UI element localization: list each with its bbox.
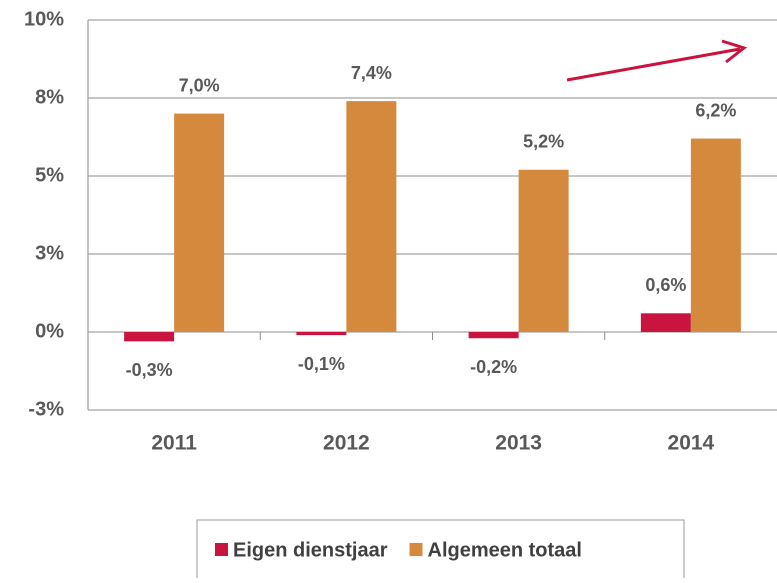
bar <box>690 138 741 332</box>
bar <box>468 332 519 339</box>
x-tick-label: 2014 <box>668 432 715 455</box>
value-label: -0,3% <box>126 360 173 380</box>
bar <box>346 101 397 333</box>
bar <box>296 332 347 336</box>
y-tick-label: 0% <box>35 320 64 342</box>
trend-arrow-head <box>721 39 748 64</box>
legend-swatch <box>409 543 423 556</box>
x-tick-label: 2012 <box>323 432 370 455</box>
bar <box>124 332 175 342</box>
value-label: -0,1% <box>298 354 345 374</box>
legend-label: Eigen dienstjaar <box>233 539 388 561</box>
bar <box>174 113 225 332</box>
y-tick-label: 8% <box>35 86 64 108</box>
value-label: 0,6% <box>645 275 686 295</box>
value-label: 7,4% <box>351 63 392 83</box>
y-tick-label: -3% <box>28 398 64 420</box>
value-label: 5,2% <box>523 132 564 152</box>
y-tick-label: 3% <box>35 242 64 264</box>
value-label: -0,2% <box>470 357 517 377</box>
value-label: 6,2% <box>695 100 736 120</box>
legend-swatch <box>215 543 228 556</box>
bar <box>640 313 691 332</box>
x-tick-label: 2011 <box>151 432 197 455</box>
trend-arrow <box>566 47 741 82</box>
legend-label: Algemeen totaal <box>428 539 582 561</box>
bar <box>518 169 569 332</box>
y-tick-label: 5% <box>35 164 64 186</box>
x-tick-label: 2013 <box>495 432 542 455</box>
value-label: 7,0% <box>179 75 220 95</box>
y-tick-label: 10% <box>24 8 64 30</box>
